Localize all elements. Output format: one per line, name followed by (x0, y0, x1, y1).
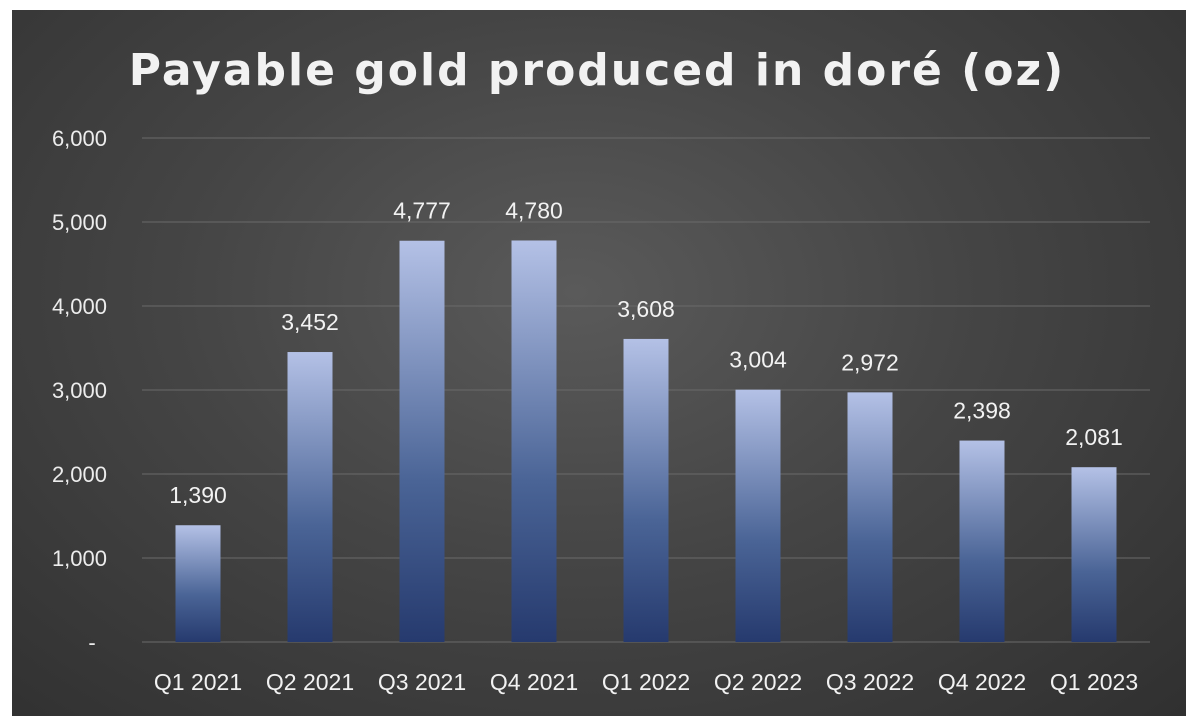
bar-q1-2023 (1071, 467, 1117, 642)
bar-q1-2021 (175, 525, 221, 642)
bar-q2-2022 (735, 389, 781, 642)
x-tick-label: Q3 2021 (378, 669, 466, 695)
chart-title: Payable gold produced in doré (oz) (129, 45, 1065, 96)
chart-frame: Payable gold produced in doré (oz) - 1,00… (12, 10, 1186, 716)
x-tick-label: Q2 2022 (714, 669, 802, 695)
y-tick-label: 6,000 (52, 126, 107, 151)
y-axis-tick-labels: - 1,000 2,000 3,000 4,000 5,000 6,000 (52, 126, 107, 655)
bar-q3-2021 (399, 240, 445, 642)
x-tick-label: Q4 2022 (938, 669, 1026, 695)
y-tick-label: 2,000 (52, 462, 107, 487)
bar-q3-2022 (847, 392, 893, 642)
data-label: 3,452 (281, 309, 339, 335)
y-tick-label: 3,000 (52, 378, 107, 403)
x-axis-category-labels: Q1 2021 Q2 2021 Q3 2021 Q4 2021 Q1 2022 Q2 20… (154, 669, 1138, 695)
bar-q1-2022 (623, 338, 669, 642)
data-labels: 1,390 3,452 4,777 4,780 3,608 3,004 2,972 2,398… (169, 197, 1123, 508)
x-tick-label: Q2 2021 (266, 669, 354, 695)
data-label: 2,398 (953, 398, 1011, 424)
bars (175, 240, 1117, 643)
data-label: 3,004 (729, 347, 787, 373)
data-label: 3,608 (617, 296, 675, 322)
x-tick-label: Q1 2021 (154, 669, 242, 695)
data-label: 4,780 (505, 197, 563, 223)
y-tick-label: - (88, 630, 95, 655)
bar-chart: Payable gold produced in doré (oz) - 1,00… (52, 45, 1150, 695)
data-label: 1,390 (169, 482, 227, 508)
y-tick-label: 4,000 (52, 294, 107, 319)
x-tick-label: Q3 2022 (826, 669, 914, 695)
x-tick-label: Q4 2021 (490, 669, 578, 695)
bar-q2-2021 (287, 352, 333, 642)
x-tick-label: Q1 2023 (1050, 669, 1138, 695)
data-label: 4,777 (393, 198, 451, 224)
x-tick-label: Q1 2022 (602, 669, 690, 695)
bar-q4-2022 (959, 440, 1005, 642)
y-tick-label: 5,000 (52, 210, 107, 235)
data-label: 2,972 (841, 349, 899, 375)
data-label: 2,081 (1065, 424, 1123, 450)
y-tick-label: 1,000 (52, 546, 107, 571)
bar-q4-2021 (511, 240, 557, 643)
